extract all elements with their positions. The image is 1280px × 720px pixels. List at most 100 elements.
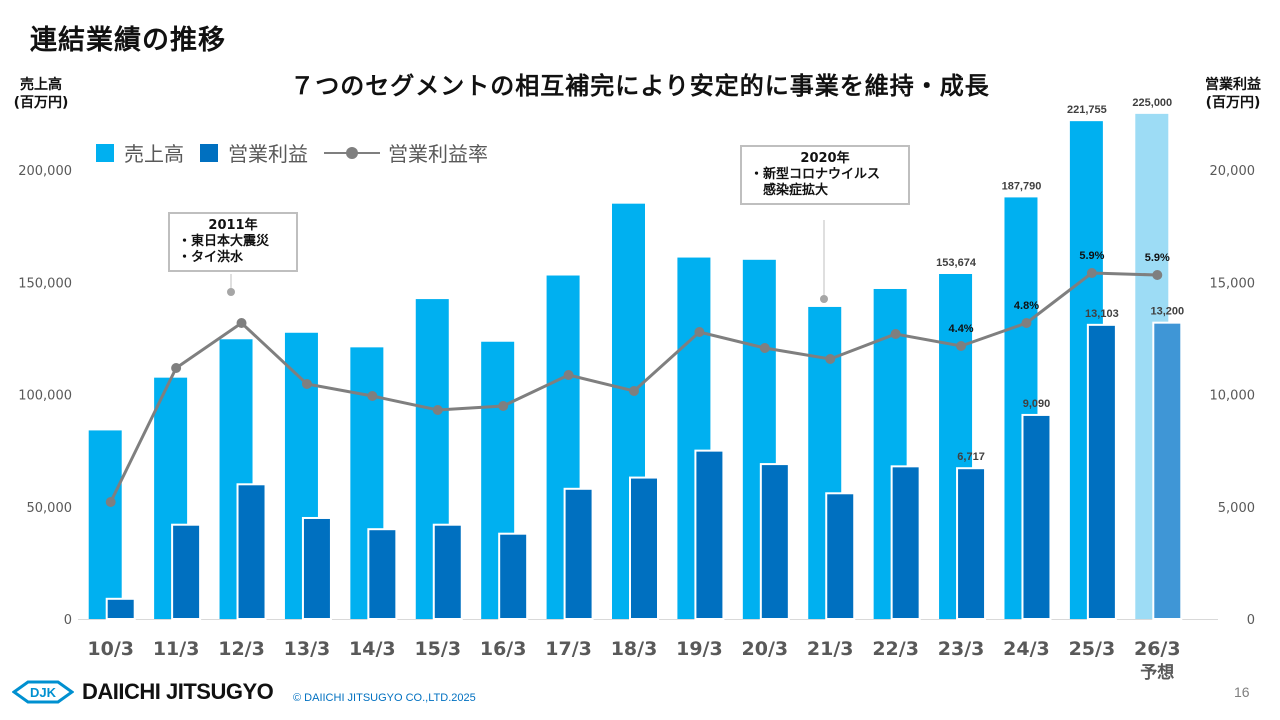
op-margin-point: [825, 354, 836, 364]
op-profit-bar: [301, 516, 332, 620]
legend-item-op-profit: 営業利益: [200, 138, 308, 167]
legend-item-op-margin: 営業利益率: [324, 138, 488, 167]
page-number: 16: [1234, 684, 1250, 700]
left-axis-title-line1: 売上高: [20, 77, 62, 93]
page-title: 連結業績の推移: [30, 25, 226, 56]
op-profit-bar: [1021, 413, 1052, 620]
callout-2011-year: 2011年: [208, 218, 258, 233]
legend-label-sales: 売上高: [124, 142, 184, 166]
x-axis-tick-label: 26/3: [1134, 638, 1181, 660]
logo-text: DAIICHI JITSUGYO: [82, 679, 274, 704]
callout-2011-line: ・タイ洪水: [178, 250, 244, 265]
callout-2020-leader-dot: [820, 295, 828, 303]
op-margin-data-label: 5.9%: [1079, 250, 1104, 262]
op-margin-data-label: 4.8%: [1014, 300, 1039, 312]
left-axis-tick-label: 200,000: [18, 164, 72, 179]
x-axis-tick-label: 23/3: [938, 638, 985, 660]
x-axis-tick-label: 11/3: [153, 638, 200, 660]
left-axis-tick-label: 0: [64, 613, 72, 628]
op-profit-data-label: 6,717: [957, 451, 985, 463]
op-margin-point: [759, 343, 770, 353]
x-axis-tick-label: 16/3: [480, 638, 527, 660]
sales-data-label: 221,755: [1067, 104, 1107, 116]
op-profit-bar: [825, 492, 856, 620]
op-margin-point: [629, 386, 639, 396]
op-profit-bar: [367, 528, 398, 621]
company-logo: DJK DAIICHI JITSUGYO: [12, 679, 274, 705]
right-axis-tick-label: 10,000: [1210, 389, 1256, 404]
x-axis-tick-label: 18/3: [611, 638, 658, 660]
x-axis-tick-label: 12/3: [218, 638, 265, 660]
left-axis-title: 売上高 (百万円): [8, 76, 74, 112]
op-profit-data-label: 9,090: [1023, 398, 1051, 410]
callout-2020: 2020年 ・新型コロナウイルス 感染症拡大: [740, 145, 910, 205]
callout-2020-line: ・新型コロナウイルス: [750, 167, 881, 182]
right-axis-tick-label: 5,000: [1218, 501, 1255, 516]
op-margin-point: [498, 401, 509, 411]
op-margin-point: [367, 391, 378, 401]
op-profit-bar: [890, 465, 921, 620]
sales-bar: [88, 430, 122, 619]
callout-2011-leader-dot: [227, 288, 235, 296]
right-axis-tick-label: 20,000: [1210, 164, 1256, 179]
op-profit-data-label: 13,200: [1150, 306, 1184, 318]
op-profit-bar: [563, 487, 594, 621]
right-axis-tick-label: 15,000: [1210, 276, 1256, 291]
x-axis-tick-label: 22/3: [872, 638, 919, 660]
logo-mark-text: DJK: [30, 685, 57, 700]
op-margin-point: [432, 405, 443, 415]
legend-label-op-margin: 営業利益率: [388, 142, 488, 166]
callout-2011: 2011年 ・東日本大震災 ・タイ洪水: [168, 212, 298, 272]
op-profit-bar: [956, 467, 987, 620]
right-axis-title-line1: 営業利益: [1205, 77, 1261, 93]
op-profit-bar: [432, 523, 463, 621]
x-axis-tick-label: 21/3: [807, 638, 854, 660]
op-margin-point: [1152, 270, 1163, 280]
legend-item-sales: 売上高: [96, 138, 184, 167]
left-axis-tick-label: 50,000: [27, 501, 73, 516]
op-margin-point: [890, 329, 901, 339]
callout-2020-line: 感染症拡大: [750, 183, 829, 198]
x-axis-tick-label: 15/3: [414, 638, 461, 660]
x-axis-tick-label: 13/3: [284, 638, 331, 660]
page-subtitle: ７つのセグメントの相互補完により安定的に事業を維持・成長: [290, 72, 990, 100]
callout-2011-line: ・東日本大震災: [178, 234, 270, 249]
legend-swatch-op-profit: [200, 143, 218, 162]
right-axis-title-line2: (百万円): [1205, 95, 1261, 111]
x-axis-tick-label: 25/3: [1069, 638, 1116, 660]
sales-data-label: 225,000: [1132, 97, 1172, 109]
sales-data-label: 187,790: [1002, 180, 1042, 192]
x-axis-tick-label: 19/3: [676, 638, 723, 660]
op-profit-bar: [498, 532, 529, 620]
x-axis-tick-label: 14/3: [349, 638, 396, 660]
copyright: © DAIICHI JITSUGYO CO.,LTD.2025: [293, 692, 476, 704]
op-margin-data-label: 5.9%: [1145, 252, 1170, 264]
op-margin-point: [956, 341, 967, 351]
x-axis-tick-label: 24/3: [1003, 638, 1050, 660]
right-axis-tick-label: 0: [1247, 613, 1255, 628]
x-axis-tick-label: 10/3: [87, 638, 134, 660]
op-profit-bar: [629, 476, 659, 620]
op-profit-data-label: 13,103: [1085, 308, 1119, 320]
op-margin-data-label: 4.4%: [949, 323, 974, 335]
op-margin-point: [694, 327, 705, 337]
op-profit-bar: [1152, 321, 1183, 620]
op-margin-point: [563, 370, 574, 380]
op-margin-point: [301, 379, 312, 389]
op-margin-point: [1086, 268, 1097, 278]
x-axis-tick-label: 20/3: [742, 638, 789, 660]
legend-line-marker-icon: [324, 144, 380, 162]
op-profit-bar: [759, 463, 790, 620]
djk-diamond-logo-icon: DJK: [12, 680, 74, 704]
left-axis-tick-label: 150,000: [18, 276, 72, 291]
op-profit-bar: [694, 449, 725, 620]
op-margin-point: [1021, 318, 1032, 328]
op-profit-bar: [105, 597, 136, 620]
op-profit-bar: [236, 483, 267, 620]
op-margin-point: [105, 497, 116, 507]
right-axis-title: 営業利益 (百万円): [1196, 76, 1270, 112]
chart-legend: 売上高 営業利益 営業利益率: [96, 138, 504, 167]
op-profit-bar: [171, 523, 202, 621]
x-axis-tick-sublabel: 予想: [1140, 662, 1174, 683]
